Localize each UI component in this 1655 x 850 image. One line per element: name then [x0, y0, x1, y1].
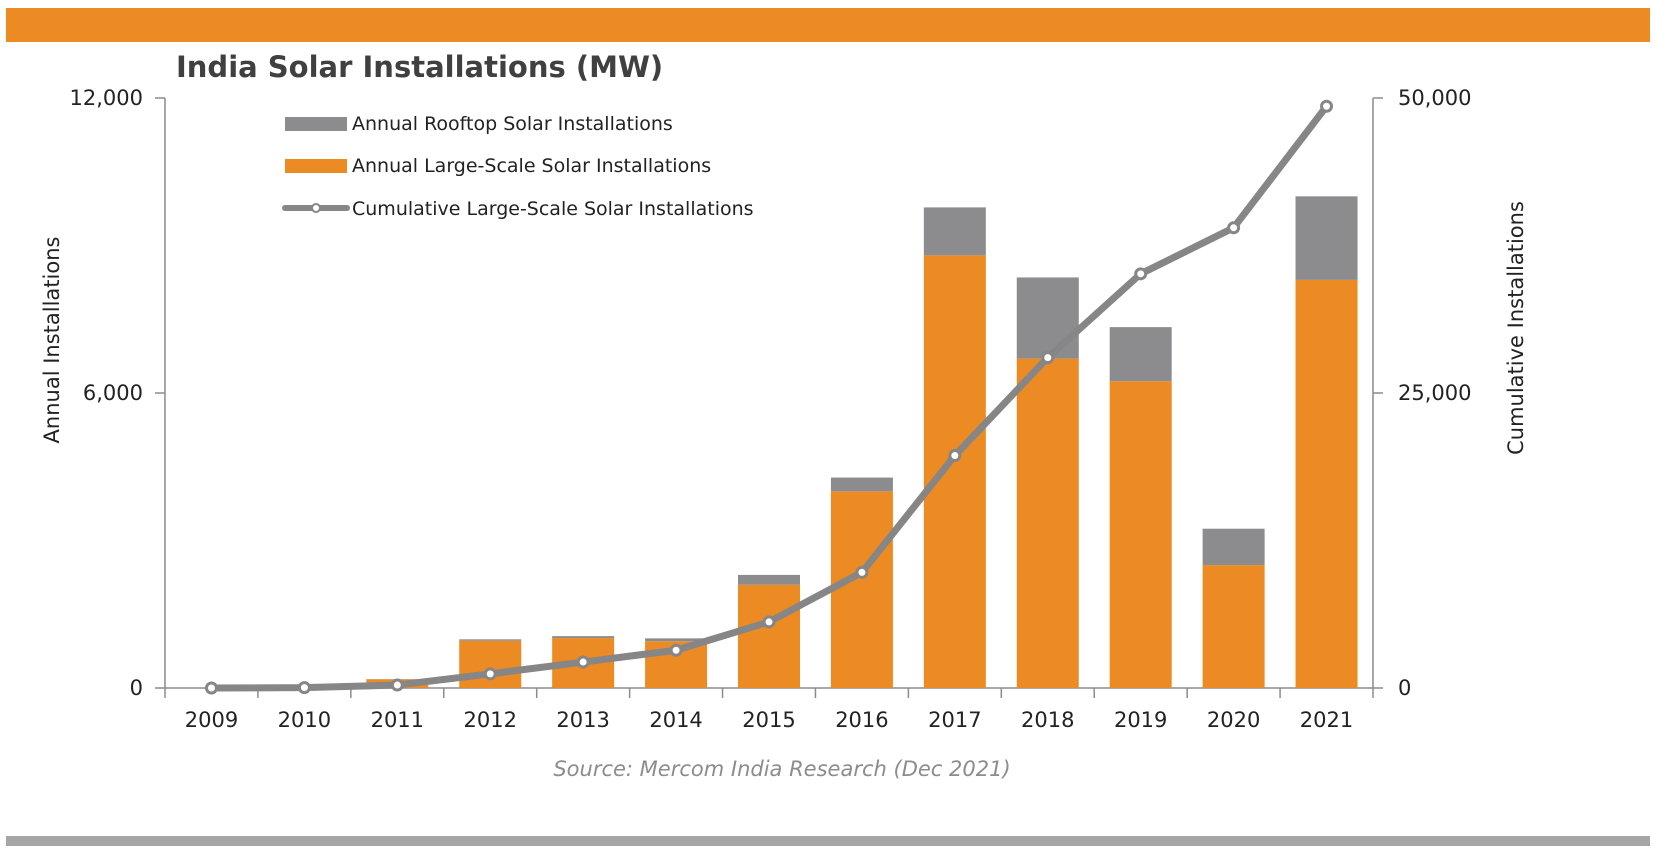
top-accent-band — [6, 8, 1650, 42]
chart-title: India Solar Installations (MW) — [176, 50, 663, 84]
bar-rooftop-2012 — [459, 639, 522, 641]
bar-large-scale-2018 — [1016, 358, 1079, 688]
cumulative-point-2009 — [204, 681, 218, 695]
cumulative-point-2015 — [762, 615, 776, 629]
left-tick-label: 12,000 — [70, 86, 143, 110]
cumulative-point-2010 — [297, 681, 311, 695]
bar-rooftop-2014 — [645, 638, 708, 642]
bar-large-scale-2019 — [1109, 381, 1172, 688]
bar-large-scale-2021 — [1295, 279, 1358, 688]
x-tick-label: 2021 — [1300, 708, 1353, 732]
left-axis-title: Annual Installations — [40, 237, 64, 444]
cumulative-point-2012 — [483, 667, 497, 681]
x-tick-label: 2015 — [742, 708, 795, 732]
x-tick-label: 2014 — [649, 708, 702, 732]
cumulative-point-2021 — [1320, 99, 1334, 113]
x-tick-label: 2010 — [278, 708, 331, 732]
bar-series — [366, 196, 1358, 689]
right-tick-label: 0 — [1398, 676, 1411, 700]
bar-rooftop-2017 — [923, 207, 986, 256]
x-tick-label: 2009 — [185, 708, 238, 732]
bar-rooftop-2020 — [1202, 528, 1265, 566]
right-tick-label: 25,000 — [1398, 381, 1471, 405]
cumulative-point-2020 — [1227, 221, 1241, 235]
source-note: Source: Mercom India Research (Dec 2021) — [553, 757, 1010, 781]
legend-label-cumulative: Cumulative Large-Scale Solar Installatio… — [352, 198, 754, 220]
cumulative-point-2014 — [669, 643, 683, 657]
left-tick-label: 0 — [130, 676, 143, 700]
left-tick-label: 6,000 — [83, 381, 143, 405]
bar-large-scale-2015 — [738, 584, 800, 688]
x-tick-label: 2013 — [556, 708, 609, 732]
x-tick-label: 2016 — [835, 708, 888, 732]
bar-rooftop-2019 — [1109, 327, 1172, 382]
legend-label-rooftop: Annual Rooftop Solar Installations — [352, 113, 673, 135]
cumulative-point-2017 — [948, 449, 962, 463]
bar-rooftop-2021 — [1295, 196, 1358, 280]
legend-swatch-rooftop — [285, 117, 347, 131]
x-axis-ticks: 2009 2010 2011 2012 2013 2014 2015 2016 2017 2018… — [164, 688, 1374, 732]
bar-rooftop-2013 — [552, 636, 615, 639]
bar-large-scale-2016 — [830, 491, 893, 688]
bar-rooftop-2015 — [738, 574, 800, 585]
x-tick-label: 2011 — [371, 708, 424, 732]
legend-swatch-cumulative-marker — [311, 203, 321, 213]
x-tick-label: 2020 — [1207, 708, 1260, 732]
cumulative-point-2016 — [855, 565, 869, 579]
cumulative-point-2011 — [390, 678, 404, 692]
right-axis-ticks: 0 25,000 50,000 — [1373, 86, 1471, 700]
cumulative-point-2013 — [576, 655, 590, 669]
bar-large-scale-2017 — [923, 255, 986, 689]
x-tick-label: 2012 — [464, 708, 517, 732]
bar-rooftop-2018 — [1016, 277, 1079, 359]
x-tick-label: 2018 — [1021, 708, 1074, 732]
legend-label-large-scale: Annual Large-Scale Solar Installations — [352, 155, 711, 177]
cumulative-point-2019 — [1134, 267, 1148, 281]
bar-large-scale-2012 — [459, 640, 522, 688]
bottom-accent-band — [6, 836, 1650, 846]
legend: Annual Rooftop Solar Installations Annua… — [282, 113, 754, 220]
right-axis-title: Cumulative Installations — [1504, 201, 1528, 455]
bar-rooftop-2016 — [830, 477, 893, 492]
left-axis-ticks: 0 6,000 12,000 — [70, 86, 165, 700]
right-tick-label: 50,000 — [1398, 86, 1471, 110]
x-tick-label: 2019 — [1114, 708, 1167, 732]
x-tick-label: 2017 — [928, 708, 981, 732]
bar-large-scale-2020 — [1202, 565, 1265, 688]
line-series — [204, 99, 1334, 695]
legend-swatch-large-scale — [285, 159, 347, 173]
cumulative-point-2018 — [1041, 351, 1055, 365]
